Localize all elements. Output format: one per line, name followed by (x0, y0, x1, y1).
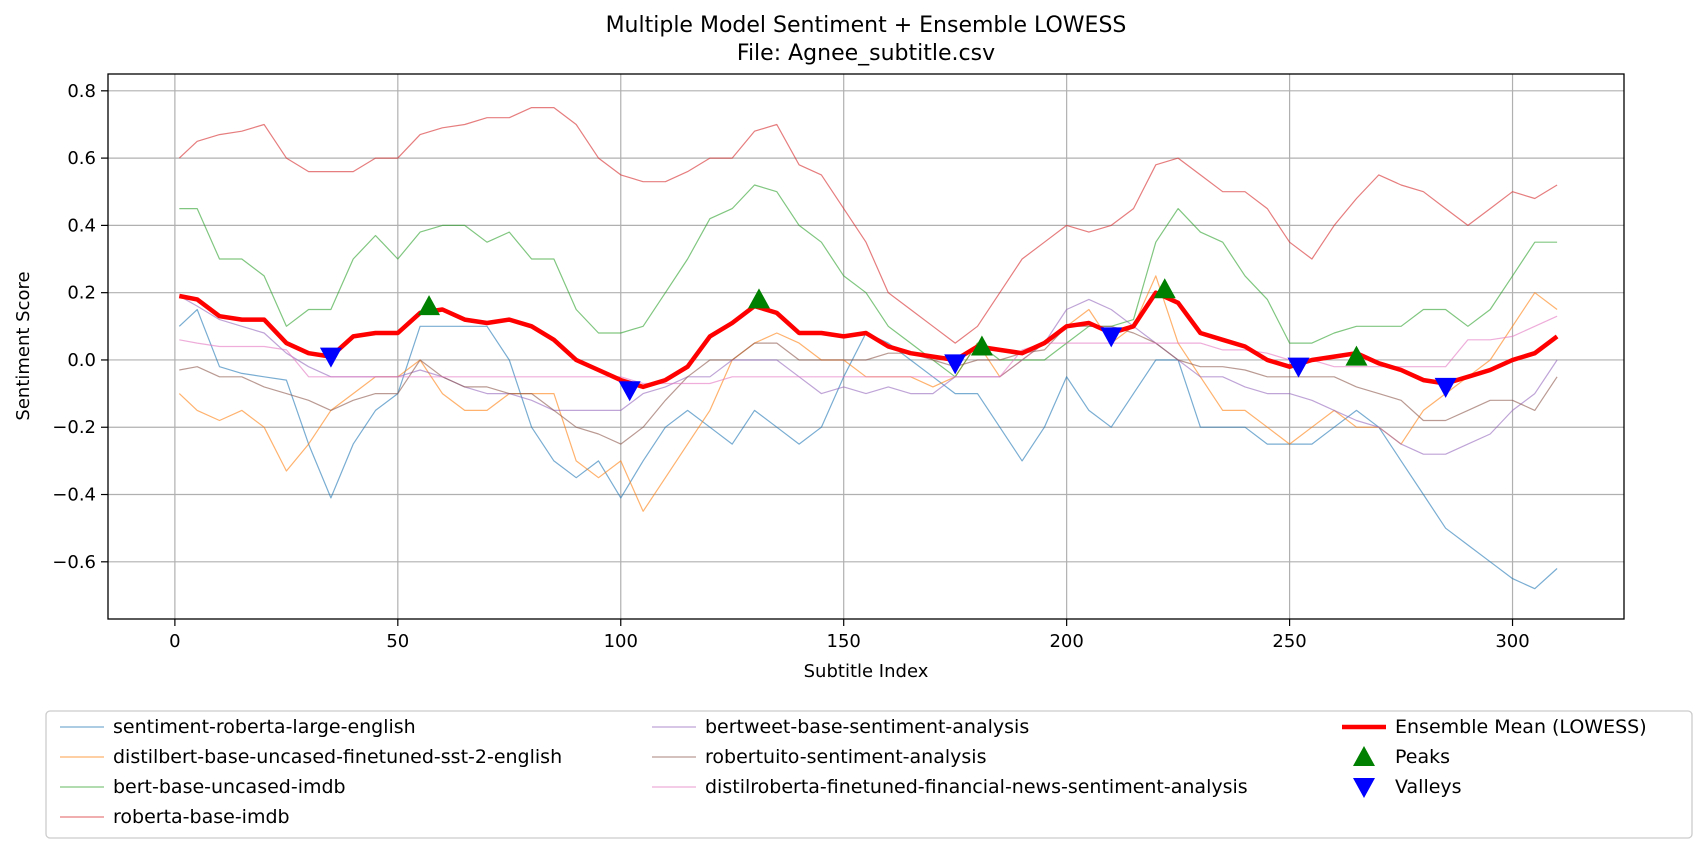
peak-marker (747, 288, 770, 309)
valley-marker (1287, 357, 1310, 378)
legend: sentiment-roberta-large-english distilber… (45, 710, 1693, 839)
series-line-ensemble-mean-lowess (178, 290, 1559, 390)
valley-marker (618, 381, 641, 402)
peak-marker (1345, 345, 1368, 366)
legend-box (45, 710, 1693, 839)
chart-title: Multiple Model Sentiment + Ensemble LOWE… (606, 13, 1127, 38)
x-tick-label: 0 (169, 631, 180, 652)
x-tick-label: 150 (827, 631, 861, 652)
legend-items: sentiment-roberta-large-english distilber… (60, 716, 1647, 828)
y-tick-label: 0.2 (67, 283, 96, 304)
y-tick-label: 0.8 (67, 81, 96, 102)
x-tick-label: 200 (1049, 631, 1083, 652)
y-tick-label: −0.4 (52, 485, 96, 506)
series-line-bert-base-uncased-imdb (179, 184, 1558, 378)
series-line-robertuito-sentiment-analysis (179, 325, 1558, 445)
valley-marker (1434, 377, 1457, 398)
y-axis-label: Sentiment Score (13, 271, 34, 420)
valley-marker (1100, 327, 1123, 348)
series-line-distilroberta-finetuned-financial-news-sentiment-analysis (179, 315, 1558, 385)
legend-peak-marker (1353, 746, 1375, 766)
plot-frame (107, 73, 1625, 620)
valley-marker (319, 347, 342, 368)
ticks: 0 50 100 150 200 250 300 −0.6 −0.4 −0.2 0.0 0.2 0.4 0… (52, 81, 1529, 652)
legend-label: sentiment-roberta-large-english (113, 716, 416, 738)
x-tick-label: 100 (604, 631, 638, 652)
legend-label: bert-base-uncased-imdb (113, 776, 346, 798)
markers (319, 278, 1457, 402)
legend-valley-marker (1353, 778, 1375, 798)
legend-label: distilbert-base-uncased-finetuned-sst-2-… (113, 746, 562, 768)
y-tick-label: 0.6 (67, 148, 96, 169)
peak-marker (418, 295, 441, 316)
legend-label-peaks: Peaks (1395, 746, 1450, 768)
x-tick-label: 250 (1272, 631, 1306, 652)
y-tick-label: −0.2 (52, 417, 96, 438)
legend-label: roberta-base-imdb (113, 806, 290, 828)
legend-label: distilroberta-finetuned-financial-news-s… (705, 776, 1248, 798)
peak-marker (1153, 278, 1176, 299)
chart-subtitle: File: Agnee_subtitle.csv (737, 41, 995, 66)
y-tick-label: −0.6 (52, 552, 96, 573)
x-axis-label: Subtitle Index (804, 661, 929, 682)
legend-label: bertweet-base-sentiment-analysis (705, 716, 1029, 738)
x-tick-label: 50 (386, 631, 409, 652)
legend-label-ensemble: Ensemble Mean (LOWESS) (1395, 716, 1647, 738)
series-line-roberta-base-imdb (178, 106, 1558, 344)
series-line-bertweet-base-sentiment-analysis (179, 295, 1558, 455)
series-lines (178, 106, 1559, 590)
legend-label: robertuito-sentiment-analysis (705, 746, 986, 768)
valley-marker (944, 354, 967, 375)
y-tick-label: 0.0 (67, 350, 96, 371)
x-tick-label: 300 (1495, 631, 1529, 652)
y-tick-label: 0.4 (67, 215, 96, 236)
peak-marker (970, 335, 993, 356)
legend-label-valleys: Valleys (1395, 776, 1462, 798)
